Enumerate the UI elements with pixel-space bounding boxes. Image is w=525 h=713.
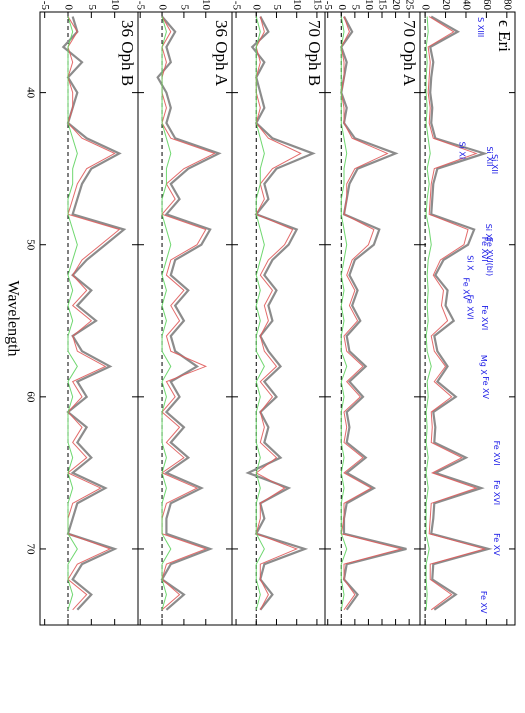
- y-tick-label: -5: [135, 1, 147, 11]
- x-tick-label: 60: [24, 391, 36, 403]
- y-tick-label: 20: [390, 0, 402, 11]
- panel-frame: [137, 11, 233, 626]
- panel-title: 36 Oph B: [118, 20, 137, 86]
- line-label: Fe XVI: [492, 480, 501, 505]
- panel-title: 70 Oph A: [400, 20, 419, 87]
- y-tick-label: 15: [376, 0, 388, 11]
- y-tick-label: 0: [62, 5, 74, 11]
- y-tick-label: 5: [271, 5, 283, 11]
- panel-frame: [324, 11, 421, 626]
- spectrum-line: [255, 16, 302, 611]
- spectrum-line: [340, 16, 348, 610]
- line-label: Fe XVI: [480, 237, 489, 262]
- y-tick-label: -5: [322, 1, 334, 11]
- spectrum-line: [161, 16, 172, 610]
- y-tick-label: 25: [404, 0, 416, 11]
- y-tick-label: -5: [231, 1, 243, 11]
- line-label: Si XII: [485, 146, 494, 166]
- line-label: Fe XVI: [480, 305, 489, 330]
- y-tick-label: 60: [481, 0, 493, 11]
- spectrum-line: [428, 15, 493, 611]
- y-tick-label: 40: [460, 0, 472, 11]
- x-tick-label: 50: [24, 239, 36, 251]
- y-tick-label: 0: [251, 5, 263, 11]
- line-label: Si XI: [457, 142, 466, 160]
- spectrum-line: [161, 16, 216, 611]
- spectrum-line: [67, 16, 121, 611]
- line-label: Fe XVI: [492, 441, 501, 466]
- line-label: Si X: [466, 255, 475, 271]
- y-tick-label: 10: [363, 0, 375, 11]
- x-tick-label: 40: [24, 87, 36, 99]
- spectrum-line: [67, 16, 78, 610]
- y-tick-label: 5: [86, 5, 98, 11]
- line-label: Fe XVI(bl): [485, 238, 494, 276]
- panel-frame: [231, 11, 326, 626]
- y-tick-label: 80: [501, 0, 513, 11]
- line-label: Si XI: [484, 224, 493, 242]
- spectrum-line: [340, 16, 407, 611]
- line-label: Mg X: [479, 355, 488, 376]
- y-tick-label: 0: [420, 5, 432, 11]
- y-tick-label: 5: [349, 5, 361, 11]
- panel-title: 36 Oph A: [212, 20, 231, 87]
- x-axis-label: Wavelength: [4, 280, 21, 356]
- line-label: Fe XV: [461, 278, 470, 301]
- panel-title: ϵ Eri: [495, 20, 514, 52]
- y-tick-label: 0: [336, 5, 348, 11]
- y-tick-label: 10: [200, 0, 212, 11]
- spectrum-line: [340, 16, 403, 611]
- spectrum-line: [425, 16, 432, 610]
- line-label: S XIII: [476, 17, 485, 37]
- panel-frame: [39, 11, 139, 626]
- y-tick-label: 10: [109, 0, 121, 11]
- y-tick-label: 5: [178, 5, 190, 11]
- y-tick-label: 0: [157, 5, 169, 11]
- x-tick-label: 70: [24, 543, 36, 555]
- spectrum-line: [427, 16, 487, 611]
- panel-title: 70 Oph B: [305, 20, 324, 86]
- spectrum-line: [156, 15, 222, 611]
- line-label: Fe XV: [479, 591, 488, 614]
- line-label: Fe XV: [492, 533, 501, 556]
- y-tick-label: 10: [291, 0, 303, 11]
- spectrum-line: [245, 16, 316, 611]
- spectrum-line: [255, 16, 265, 610]
- y-tick-label: 20: [440, 0, 452, 11]
- y-tick-label: 15: [311, 0, 323, 11]
- line-label: Fe XV: [481, 376, 490, 399]
- line-label: Si XII: [490, 154, 499, 174]
- line-label: Fe XVI: [466, 295, 475, 320]
- y-tick-label: -5: [39, 1, 51, 11]
